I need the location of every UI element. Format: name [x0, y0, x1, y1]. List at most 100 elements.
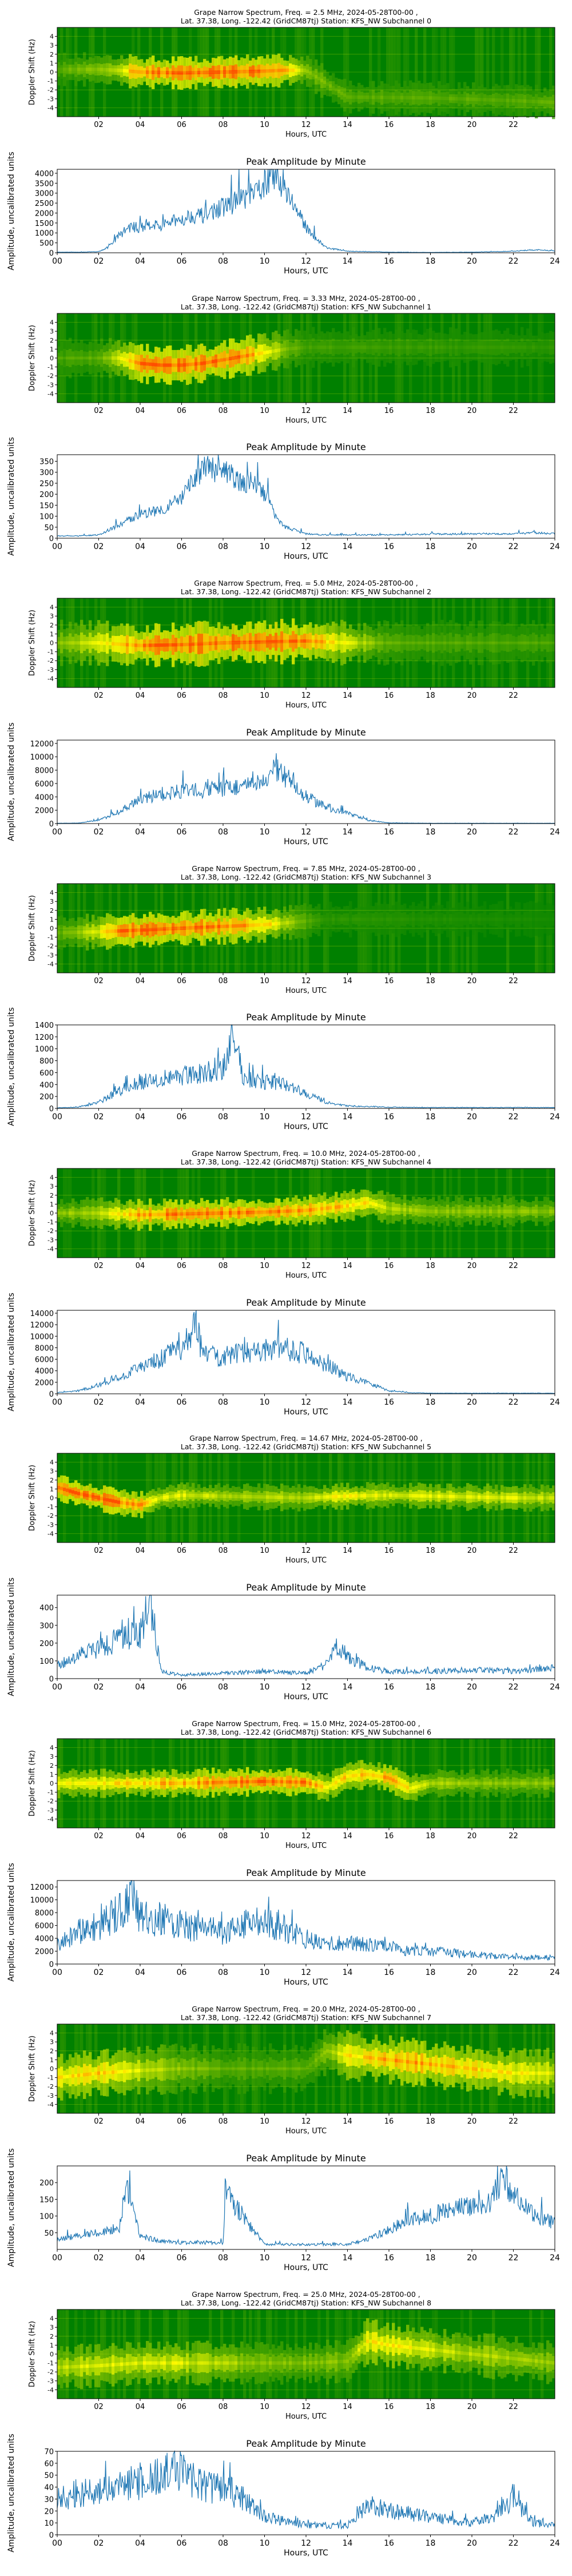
spectrogram-xtick-label: 14 — [343, 977, 352, 985]
spectrogram-ridge — [132, 1213, 134, 1217]
spectrogram-ridge — [217, 359, 220, 362]
spectrogram-ridge — [412, 917, 415, 921]
spectrogram-ridge — [157, 1497, 160, 1500]
spectrogram-ridge — [126, 643, 129, 646]
spectrogram-ridge — [389, 96, 392, 99]
spectrogram-ridge — [235, 356, 237, 359]
spectrogram-ridge — [140, 644, 143, 647]
spectrogram-ridge — [86, 1494, 89, 1497]
spectrogram-ridge — [260, 70, 263, 73]
spectrogram-ridge — [343, 345, 346, 349]
amplitude-xtick-label: 14 — [343, 828, 353, 837]
spectrogram-ridge — [389, 1207, 392, 1210]
amplitude-xtick-label: 24 — [550, 1683, 560, 1692]
spectrogram-ridge — [206, 1494, 209, 1497]
spectrogram-ridge — [495, 1210, 498, 1213]
spectrogram-ridge — [440, 1210, 443, 1213]
spectrogram-xtick-label: 14 — [343, 407, 352, 415]
spectrogram-ytick-label: -3 — [47, 381, 54, 389]
spectrogram-ridge — [260, 352, 263, 355]
amplitude-ytick-label: 500 — [39, 240, 54, 248]
spectrogram-ridge — [137, 928, 140, 932]
spectrogram-ridge — [503, 1210, 506, 1213]
spectrogram-ridge — [346, 1775, 349, 1778]
spectrogram-ridge — [360, 917, 363, 921]
spectrogram-ridge — [114, 929, 117, 933]
spectrogram-ridge — [306, 919, 309, 923]
spectrogram-ridge — [317, 77, 320, 80]
amplitude-xlabel: Hours, UTC — [284, 1692, 328, 1702]
spectrogram-ytick-label: -4 — [47, 1530, 54, 1537]
amplitude-xtick-label: 16 — [384, 828, 394, 837]
spectrogram-ridge — [283, 1210, 286, 1213]
spectrogram-ridge — [440, 1494, 443, 1498]
spectrogram-ridge — [486, 917, 489, 921]
spectrogram-xtick-label: 20 — [467, 407, 477, 415]
spectrogram-ridge — [429, 96, 432, 100]
spectrogram-subtitle: Lat. 37.38, Long. -122.42 (GridCM87tj) S… — [181, 303, 431, 311]
spectrogram-ridge — [286, 1210, 289, 1213]
spectrogram-ridge — [74, 931, 77, 934]
spectrogram-xlabel: Hours, UTC — [285, 701, 327, 710]
amplitude-ytick-label: 6000 — [35, 780, 54, 789]
spectrogram-ridge — [349, 917, 352, 921]
spectrogram-ridge — [177, 1213, 180, 1216]
spectrogram-ridge — [523, 345, 526, 349]
spectrogram-ridge — [529, 1210, 532, 1213]
spectrogram-ridge — [546, 345, 549, 349]
spectrogram-ytick-label: 4 — [50, 33, 54, 41]
spectrogram-ridge — [86, 931, 89, 934]
spectrogram-ridge — [392, 1493, 395, 1497]
spectrogram-xtick-label: 02 — [94, 691, 104, 700]
spectrogram-ridge — [149, 1500, 152, 1503]
spectrogram-ridge — [77, 2074, 80, 2077]
spectrogram-ridge — [529, 917, 532, 921]
spectrogram-ridge — [160, 71, 163, 74]
spectrogram-ridge — [323, 918, 326, 921]
spectrogram-ridge — [383, 1775, 386, 1779]
spectrogram-ridge — [446, 1210, 449, 1213]
amplitude-title: Peak Amplitude by Minute — [246, 156, 366, 167]
spectrogram-ridge — [229, 1494, 232, 1498]
spectrogram-ridge — [386, 1493, 389, 1497]
spectrogram-ridge — [60, 2076, 63, 2079]
spectrogram-ridge — [255, 352, 257, 356]
spectrogram-ridge — [541, 917, 543, 921]
spectrogram-xtick-label: 04 — [136, 1262, 145, 1270]
spectrogram-ridge — [378, 345, 380, 349]
spectrogram-ridge — [323, 81, 326, 84]
spectrogram-ridge — [186, 643, 189, 646]
spectrogram-subtitle: Lat. 37.38, Long. -122.42 (GridCM87tj) S… — [181, 2013, 431, 2022]
spectrogram-ytick-label: -3 — [47, 1237, 54, 1244]
amplitude-xtick-label: 22 — [509, 1683, 519, 1692]
spectrogram-ridge — [263, 923, 266, 927]
amplitude-xtick-label: 10 — [260, 828, 270, 837]
spectrogram-ytick-label: 2 — [50, 622, 54, 629]
spectrogram-ridge — [400, 1208, 403, 1211]
spectrogram-ridge — [189, 926, 192, 929]
spectrogram-ridge — [172, 643, 174, 646]
spectrogram-ridge — [320, 345, 323, 349]
spectrogram-ridge — [280, 921, 283, 925]
spectrogram-ridge — [86, 2073, 89, 2076]
spectrogram-ridge — [235, 70, 237, 74]
spectrogram-ridge — [395, 1207, 398, 1211]
spectrogram-ridge — [126, 1502, 129, 1505]
spectrogram-ridge — [286, 69, 289, 72]
amplitude-ylabel: Amplitude, uncalibrated units — [7, 1577, 16, 1696]
spectrogram-ridge — [463, 1210, 466, 1213]
amplitude-ytick-label: 6000 — [35, 1922, 54, 1931]
spectrogram-ridge — [126, 359, 129, 362]
amplitude-xtick-label: 08 — [218, 542, 228, 551]
spectrogram-ridge — [180, 1493, 183, 1497]
amplitude-ylabel: Amplitude, uncalibrated units — [7, 1863, 16, 1982]
spectrogram-ridge — [252, 924, 255, 927]
spectrogram-ridge — [486, 1496, 489, 1499]
amplitude-xtick-label: 04 — [135, 1398, 145, 1407]
spectrogram-ridge — [486, 98, 489, 101]
amplitude-ylabel: Amplitude, uncalibrated units — [7, 1007, 16, 1126]
amplitude-panel: Peak Amplitude by Minute0200040006000800… — [7, 1293, 560, 1417]
spectrogram-ridge — [523, 917, 526, 921]
spectrogram-xtick-label: 10 — [260, 1547, 269, 1555]
